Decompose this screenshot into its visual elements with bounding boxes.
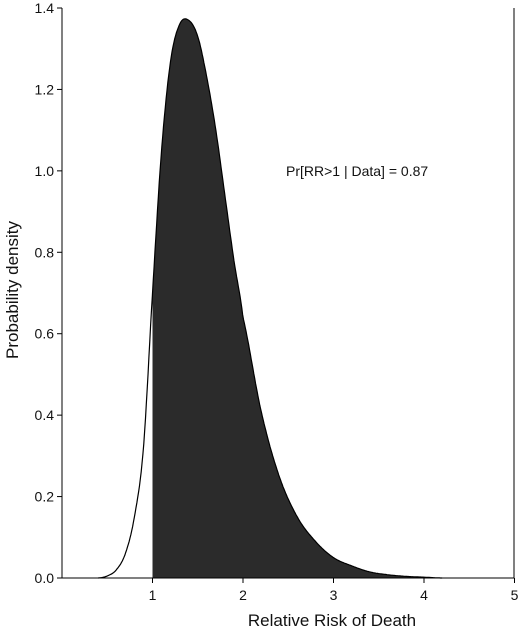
probability-annotation: Pr[RR>1 | Data] = 0.87 xyxy=(286,163,428,179)
x-axis-title: Relative Risk of Death xyxy=(248,611,416,630)
y-tick-label: 0.2 xyxy=(35,489,55,505)
plot-frame xyxy=(61,8,515,579)
y-axis-ticks: 0.0 0.2 0.4 0.6 0.8 1.0 1.2 1.4 xyxy=(35,0,62,586)
y-tick-label: 1.4 xyxy=(35,0,55,16)
x-tick-label: 2 xyxy=(239,587,247,603)
y-tick-label: 0.4 xyxy=(35,407,55,423)
x-tick-label: 1 xyxy=(149,587,157,603)
x-tick-label: 5 xyxy=(511,587,519,603)
y-tick-label: 1.0 xyxy=(35,163,55,179)
y-axis-title: Probability density xyxy=(3,221,22,359)
y-tick-label: 0.8 xyxy=(35,244,55,260)
density-curve xyxy=(98,18,443,579)
y-tick-label: 0.6 xyxy=(35,326,55,342)
y-tick-label: 1.2 xyxy=(35,81,55,97)
x-tick-label: 4 xyxy=(420,587,428,603)
shaded-region-rr-gt-1 xyxy=(152,18,443,579)
y-tick-label: 0.0 xyxy=(35,570,55,586)
x-tick-label: 3 xyxy=(330,587,338,603)
x-axis-ticks: 1 2 3 4 5 xyxy=(149,578,519,603)
